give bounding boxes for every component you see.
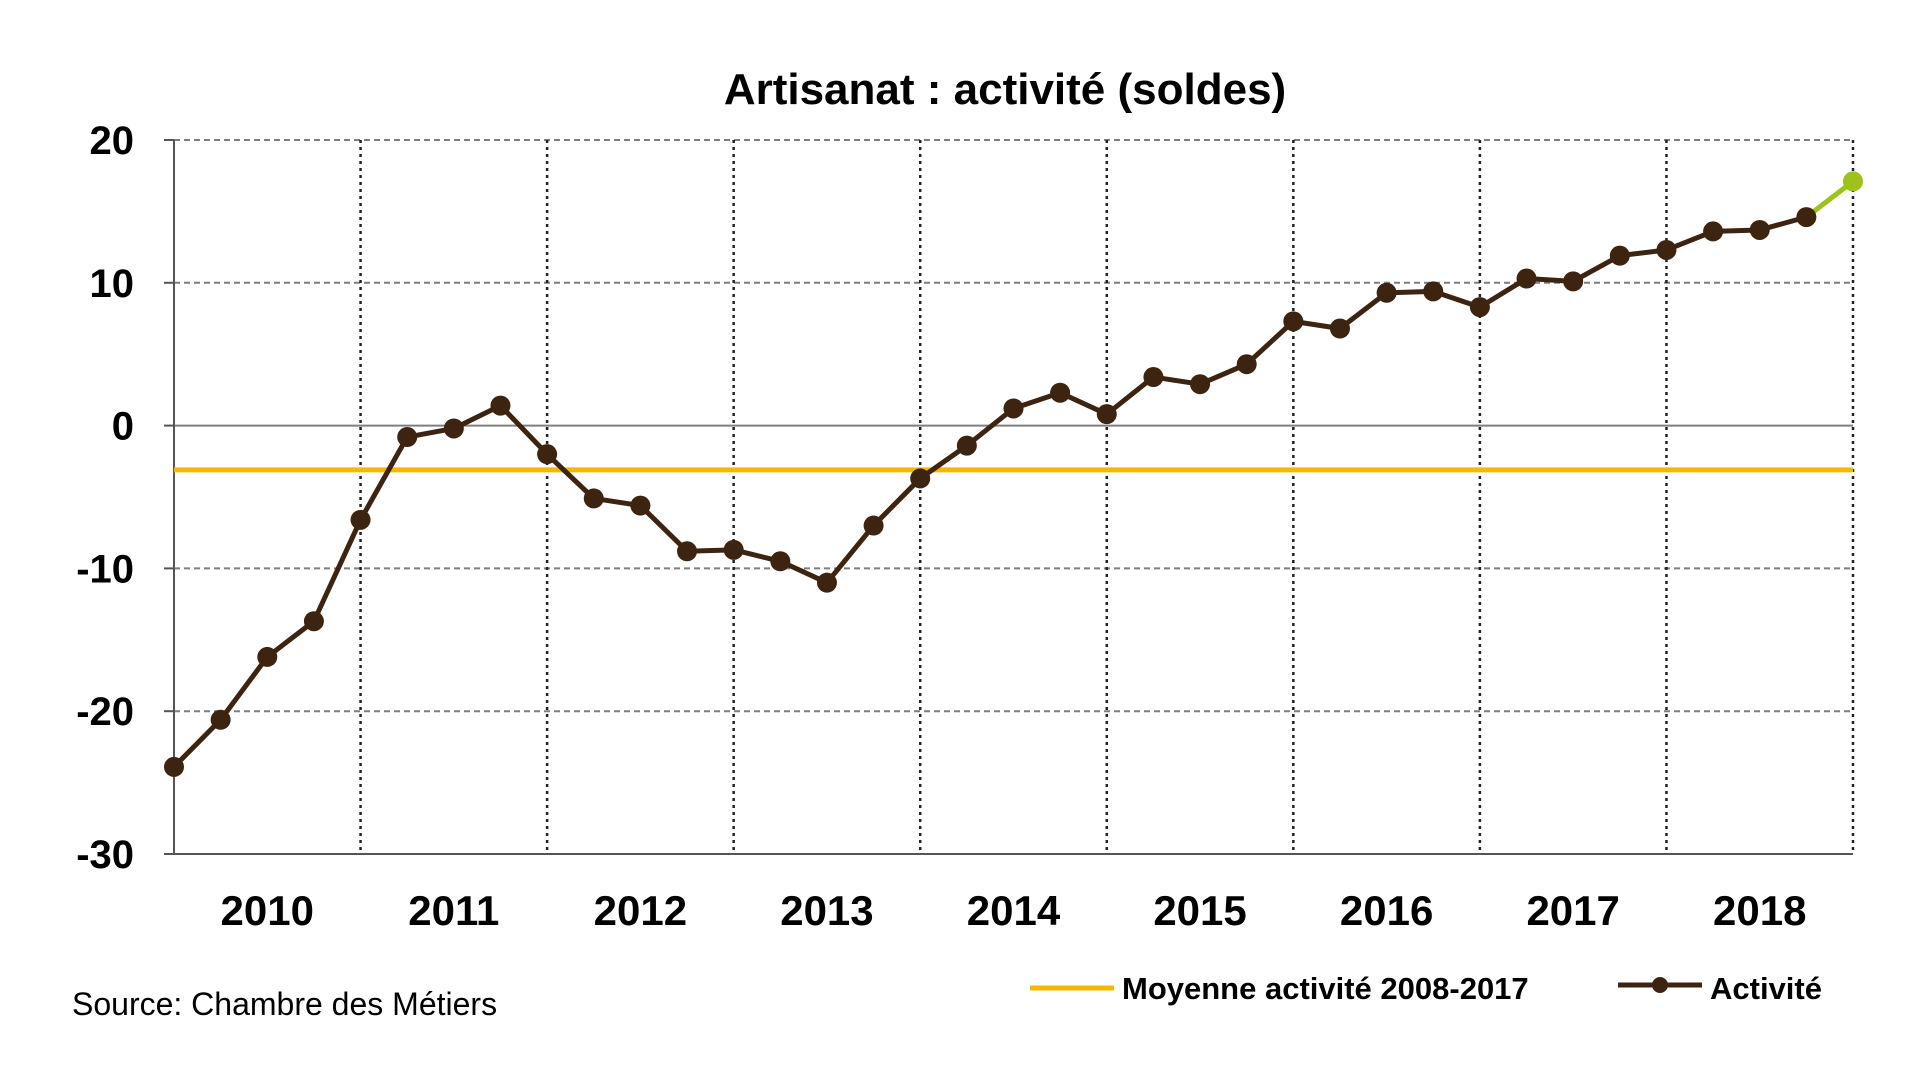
chart-title: Artisanat : activité (soldes): [724, 65, 1286, 114]
data-point: [1003, 398, 1024, 419]
data-point: [1376, 282, 1397, 303]
data-point: [1143, 367, 1164, 388]
legend: Moyenne activité 2008-2017 Activité: [1030, 971, 1822, 1006]
series-line-activite: [172, 214, 1808, 769]
data-point: [1236, 354, 1257, 375]
data-point: [1096, 404, 1117, 425]
x-tick-label: 2012: [594, 887, 687, 934]
data-point: [303, 611, 324, 632]
data-point: [1609, 245, 1630, 266]
data-point: [863, 515, 884, 536]
y-tick-label: 0: [112, 405, 134, 449]
data-point: [397, 427, 418, 448]
data-point: [490, 395, 511, 416]
y-axis-tick-labels: 20 10 0 -10 -20 -30: [76, 119, 134, 877]
data-point: [677, 541, 698, 562]
data-point: [164, 756, 184, 777]
x-tick-label: 2017: [1526, 887, 1619, 934]
data-point: [583, 488, 604, 509]
data-point: [257, 646, 278, 667]
data-point: [1190, 374, 1211, 395]
data-point: [1796, 207, 1817, 228]
data-point: [910, 468, 931, 489]
data-point: [210, 709, 231, 730]
legend-marker-activite: [1652, 977, 1668, 993]
data-point: [816, 572, 837, 593]
x-tick-label: 2011: [408, 887, 499, 934]
y-tick-label: -10: [76, 547, 134, 591]
legend-label-activite: Activité: [1710, 971, 1822, 1006]
data-point: [770, 551, 791, 572]
series: [164, 171, 1863, 777]
data-point: [1656, 239, 1677, 260]
data-point: [1749, 219, 1770, 240]
x-tick-label: 2015: [1153, 887, 1246, 934]
data-point: [1563, 271, 1584, 292]
x-axis-tick-labels: 2010 2011 2012 2013 2014 2015 2016 2017 2018: [221, 887, 1807, 934]
data-point: [443, 418, 464, 439]
x-tick-label: 2018: [1713, 887, 1806, 934]
y-tick-label: 20: [90, 119, 135, 163]
y-tick-label: -30: [76, 833, 134, 877]
data-point: [1703, 221, 1724, 242]
data-point: [1516, 268, 1537, 289]
data-point: [723, 539, 744, 560]
data-point: [537, 444, 558, 465]
data-point: [1050, 382, 1071, 403]
data-point: [1469, 297, 1490, 318]
data-point: [630, 495, 651, 516]
data-point: [1283, 311, 1304, 332]
legend-label-average: Moyenne activité 2008-2017: [1122, 971, 1529, 1006]
grid: [174, 139, 1855, 854]
source-note: Source: Chambre des Métiers: [72, 986, 497, 1022]
data-point: [1423, 281, 1444, 302]
data-point: [350, 509, 371, 530]
axes: [164, 139, 1853, 855]
x-tick-label: 2016: [1340, 887, 1433, 934]
y-tick-label: -20: [76, 690, 134, 734]
x-tick-label: 2010: [221, 887, 314, 934]
data-point: [956, 435, 977, 456]
data-point: [1329, 318, 1350, 339]
y-tick-label: 10: [90, 262, 135, 306]
x-tick-label: 2013: [780, 887, 873, 934]
x-tick-label: 2014: [967, 887, 1061, 934]
data-point: [1843, 171, 1863, 192]
